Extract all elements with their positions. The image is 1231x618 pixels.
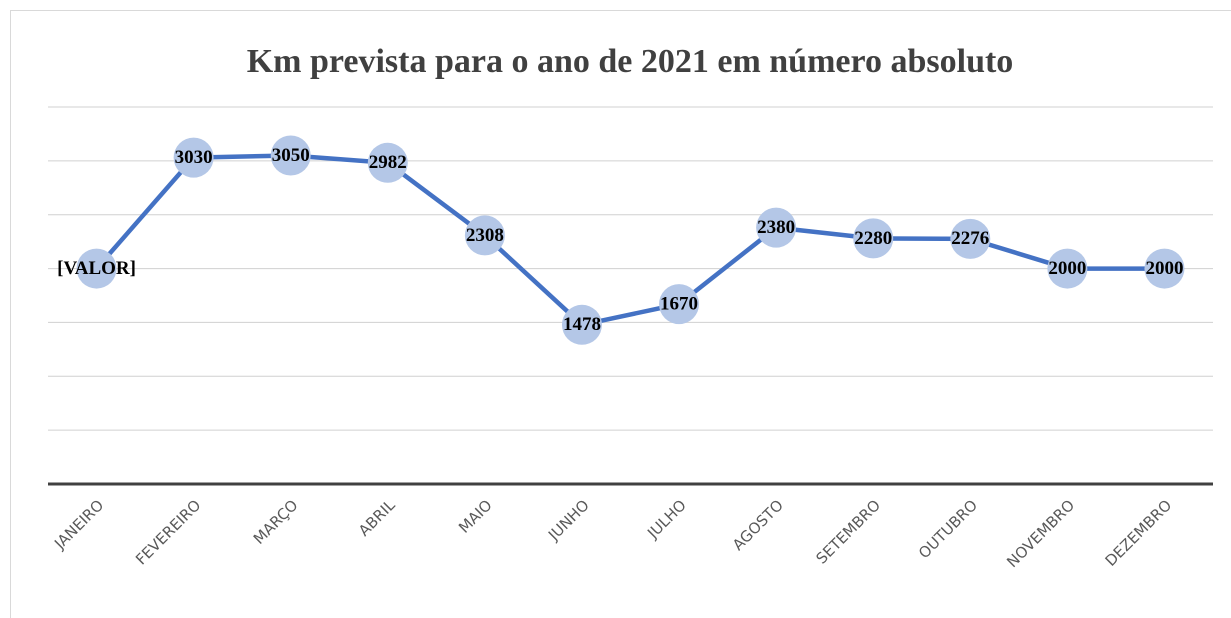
- marker: [950, 218, 991, 259]
- data-label: 2982: [369, 152, 407, 173]
- marker: [173, 137, 214, 178]
- data-label: 2276: [951, 228, 989, 249]
- x-tick-label: MARÇO: [250, 496, 302, 548]
- x-tick-label: ABRIL: [355, 496, 399, 540]
- marker: [1144, 248, 1185, 289]
- x-tick-label: SETEMBRO: [813, 496, 884, 567]
- data-label: 2280: [854, 228, 892, 249]
- data-label: 2000: [1145, 258, 1183, 279]
- line: [94, 153, 1165, 328]
- x-tick-label: JULHO: [643, 496, 690, 543]
- data-label: 3050: [272, 145, 310, 166]
- marker: [659, 284, 700, 325]
- x-tick-label: DEZEMBRO: [1102, 496, 1176, 570]
- marker: [464, 215, 505, 256]
- marker: [1047, 248, 1088, 289]
- x-tick-label: MAIO: [455, 496, 496, 537]
- data-label: 2000: [1048, 258, 1086, 279]
- x-tick-label: OUTUBRO: [915, 496, 981, 562]
- marker: [76, 248, 117, 289]
- marker: [367, 142, 408, 183]
- x-tick-label: FEVEREIRO: [132, 496, 204, 568]
- data-label: [VALOR]: [57, 258, 136, 279]
- marker: [561, 304, 602, 345]
- data-label: 2380: [757, 217, 795, 238]
- data-label: 1670: [660, 293, 698, 314]
- x-tick-label: AGOSTO: [729, 496, 787, 554]
- x-tick-label: JANEIRO: [50, 496, 107, 553]
- data-label: 2308: [466, 225, 504, 246]
- x-tick-label: JUNHO: [544, 496, 593, 545]
- data-label: 3030: [175, 147, 213, 168]
- x-tick-label: NOVEMBRO: [1003, 496, 1078, 571]
- marker: [756, 207, 797, 248]
- chart-title: Km prevista para o ano de 2021 em número…: [247, 43, 1014, 80]
- chart-frame: [10, 10, 1231, 618]
- marker: [853, 218, 894, 259]
- marker: [270, 135, 311, 176]
- data-label: 1478: [563, 314, 601, 335]
